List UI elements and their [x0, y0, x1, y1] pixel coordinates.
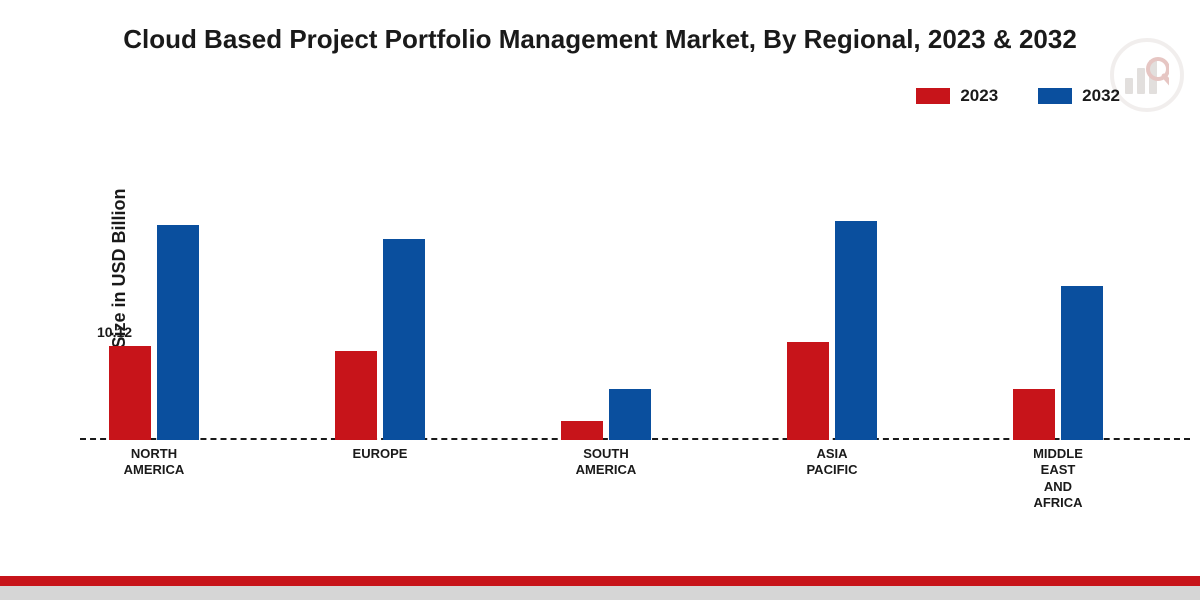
bar-group	[787, 221, 877, 440]
bar	[109, 346, 151, 440]
legend-swatch-2023	[916, 88, 950, 104]
legend-label-2023: 2023	[960, 86, 998, 106]
legend-item-2023: 2023	[916, 86, 998, 106]
watermark-logo	[1110, 38, 1184, 112]
bar	[335, 351, 377, 440]
footer-bar	[0, 576, 1200, 600]
legend: 2023 2032	[916, 86, 1120, 106]
bar	[1061, 286, 1103, 440]
x-axis-label: SOUTHAMERICA	[536, 446, 676, 479]
value-label: 10.12	[97, 324, 132, 340]
x-axis-label: MIDDLEEASTANDAFRICA	[988, 446, 1128, 511]
bar-group	[561, 389, 651, 440]
bar	[609, 389, 651, 440]
legend-label-2032: 2032	[1082, 86, 1120, 106]
bar	[1013, 389, 1055, 440]
plot-area: 10.12	[80, 160, 1190, 440]
bar	[157, 225, 199, 440]
bar	[383, 239, 425, 440]
footer-bar-red	[0, 576, 1200, 586]
footer-bar-gray	[0, 586, 1200, 600]
x-axis-label: NORTHAMERICA	[84, 446, 224, 479]
legend-item-2032: 2032	[1038, 86, 1120, 106]
x-axis-label: EUROPE	[310, 446, 450, 462]
bar-group	[335, 239, 425, 440]
bar	[787, 342, 829, 440]
chart-root: Cloud Based Project Portfolio Management…	[0, 0, 1200, 600]
bar	[561, 421, 603, 440]
chart-title: Cloud Based Project Portfolio Management…	[0, 24, 1200, 55]
bar	[835, 221, 877, 440]
legend-swatch-2032	[1038, 88, 1072, 104]
bar-group	[1013, 286, 1103, 440]
x-axis-label: ASIAPACIFIC	[762, 446, 902, 479]
